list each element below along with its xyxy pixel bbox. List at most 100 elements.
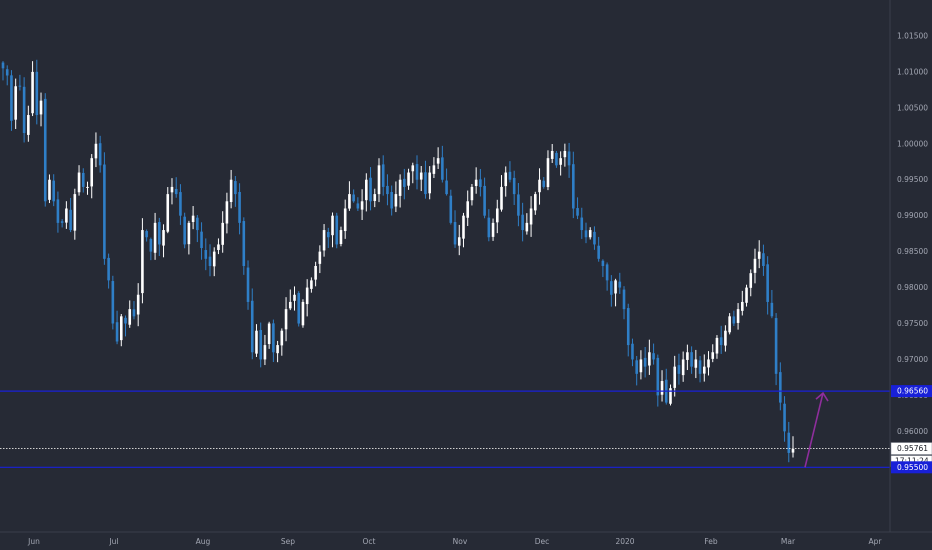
candle-body bbox=[686, 352, 689, 360]
time-tick-label: Nov bbox=[453, 537, 468, 546]
candle bbox=[339, 226, 343, 247]
candle bbox=[183, 212, 186, 249]
candle-body bbox=[35, 71, 39, 116]
candle-body bbox=[711, 352, 715, 359]
candle bbox=[48, 174, 51, 204]
candle-body bbox=[166, 194, 170, 232]
candle-body bbox=[69, 209, 72, 231]
candle-body bbox=[500, 186, 503, 210]
candle bbox=[255, 324, 258, 357]
candle-body bbox=[441, 157, 444, 180]
candle-body bbox=[584, 230, 588, 238]
candle bbox=[635, 355, 638, 386]
candle bbox=[326, 227, 330, 248]
candle bbox=[191, 206, 195, 230]
candle-body bbox=[314, 266, 317, 280]
candle bbox=[453, 210, 457, 248]
candle bbox=[217, 238, 220, 255]
candle bbox=[5, 65, 9, 86]
candle bbox=[60, 219, 64, 228]
candle bbox=[445, 168, 448, 196]
candle bbox=[35, 59, 39, 125]
candle bbox=[415, 155, 419, 190]
candle-body bbox=[525, 222, 529, 232]
time-axis-ticks[interactable]: Jun Jul Aug Sep Oct Nov Dec 2020 Feb Mar Apr bbox=[27, 537, 882, 546]
candle bbox=[119, 313, 123, 347]
candle bbox=[238, 183, 241, 235]
candle-body bbox=[343, 208, 347, 232]
candle bbox=[749, 269, 753, 297]
candle-body bbox=[179, 192, 182, 216]
candle-body bbox=[635, 360, 638, 374]
candle bbox=[267, 321, 271, 349]
candle bbox=[428, 166, 431, 200]
candle bbox=[766, 256, 769, 315]
candle bbox=[187, 220, 191, 255]
candle bbox=[441, 145, 444, 183]
candle-body bbox=[403, 178, 406, 187]
candle bbox=[284, 297, 288, 342]
candle-body bbox=[766, 264, 769, 302]
candle-body bbox=[626, 308, 630, 346]
candle bbox=[1, 61, 5, 81]
candle bbox=[500, 175, 503, 212]
drawn-arrow-head[interactable] bbox=[815, 391, 829, 402]
price-tick-label: 1.00000 bbox=[897, 139, 928, 148]
candle bbox=[533, 191, 537, 215]
candle bbox=[618, 272, 622, 294]
candle-body bbox=[618, 281, 622, 288]
candle-body bbox=[208, 256, 212, 266]
candle-body bbox=[694, 359, 698, 368]
price-tick-label: 0.97000 bbox=[897, 355, 928, 364]
level-label-lower-text: 0.95500 bbox=[897, 463, 928, 472]
drawn-arrow-shaft[interactable] bbox=[804, 392, 824, 468]
candle-body bbox=[588, 230, 592, 238]
candle-body bbox=[677, 365, 681, 374]
candle bbox=[10, 70, 13, 131]
candle-body bbox=[770, 302, 774, 317]
candle bbox=[170, 178, 174, 205]
price-tick-label: 0.97500 bbox=[897, 319, 928, 328]
candle bbox=[601, 259, 605, 278]
candle-body bbox=[652, 353, 655, 360]
candle bbox=[546, 150, 550, 191]
candle bbox=[656, 354, 660, 407]
candle-body bbox=[529, 208, 533, 225]
candle bbox=[343, 199, 347, 239]
candle bbox=[56, 191, 60, 233]
candle-body bbox=[783, 403, 786, 432]
candle-body bbox=[98, 143, 102, 166]
candle-body bbox=[381, 164, 385, 187]
candle-body bbox=[5, 69, 9, 76]
candle-body bbox=[386, 185, 389, 195]
candle bbox=[538, 168, 541, 205]
candle-body bbox=[504, 172, 508, 187]
candle bbox=[639, 350, 643, 380]
candle bbox=[204, 238, 208, 271]
candle bbox=[166, 187, 170, 234]
candle bbox=[221, 211, 224, 253]
candle bbox=[462, 212, 465, 248]
candle-body bbox=[479, 179, 482, 187]
price-tick-label: 1.01500 bbox=[897, 31, 928, 40]
candle-body bbox=[610, 281, 613, 295]
candle bbox=[449, 189, 453, 225]
candle-body bbox=[86, 186, 89, 188]
candle-body bbox=[250, 300, 254, 353]
candle-body bbox=[318, 251, 322, 264]
last-price-label: 0.95761 bbox=[890, 442, 932, 455]
candle-body bbox=[212, 251, 216, 267]
candle-body bbox=[424, 172, 427, 195]
candle bbox=[707, 351, 710, 376]
candle bbox=[622, 286, 626, 320]
candle-body bbox=[563, 150, 567, 158]
time-tick-label: Feb bbox=[704, 537, 718, 546]
candle bbox=[103, 152, 106, 265]
candle-body bbox=[474, 179, 478, 186]
candle-body bbox=[724, 330, 727, 346]
candle-body bbox=[449, 195, 453, 223]
candle bbox=[605, 262, 609, 291]
candle-body bbox=[65, 208, 68, 223]
